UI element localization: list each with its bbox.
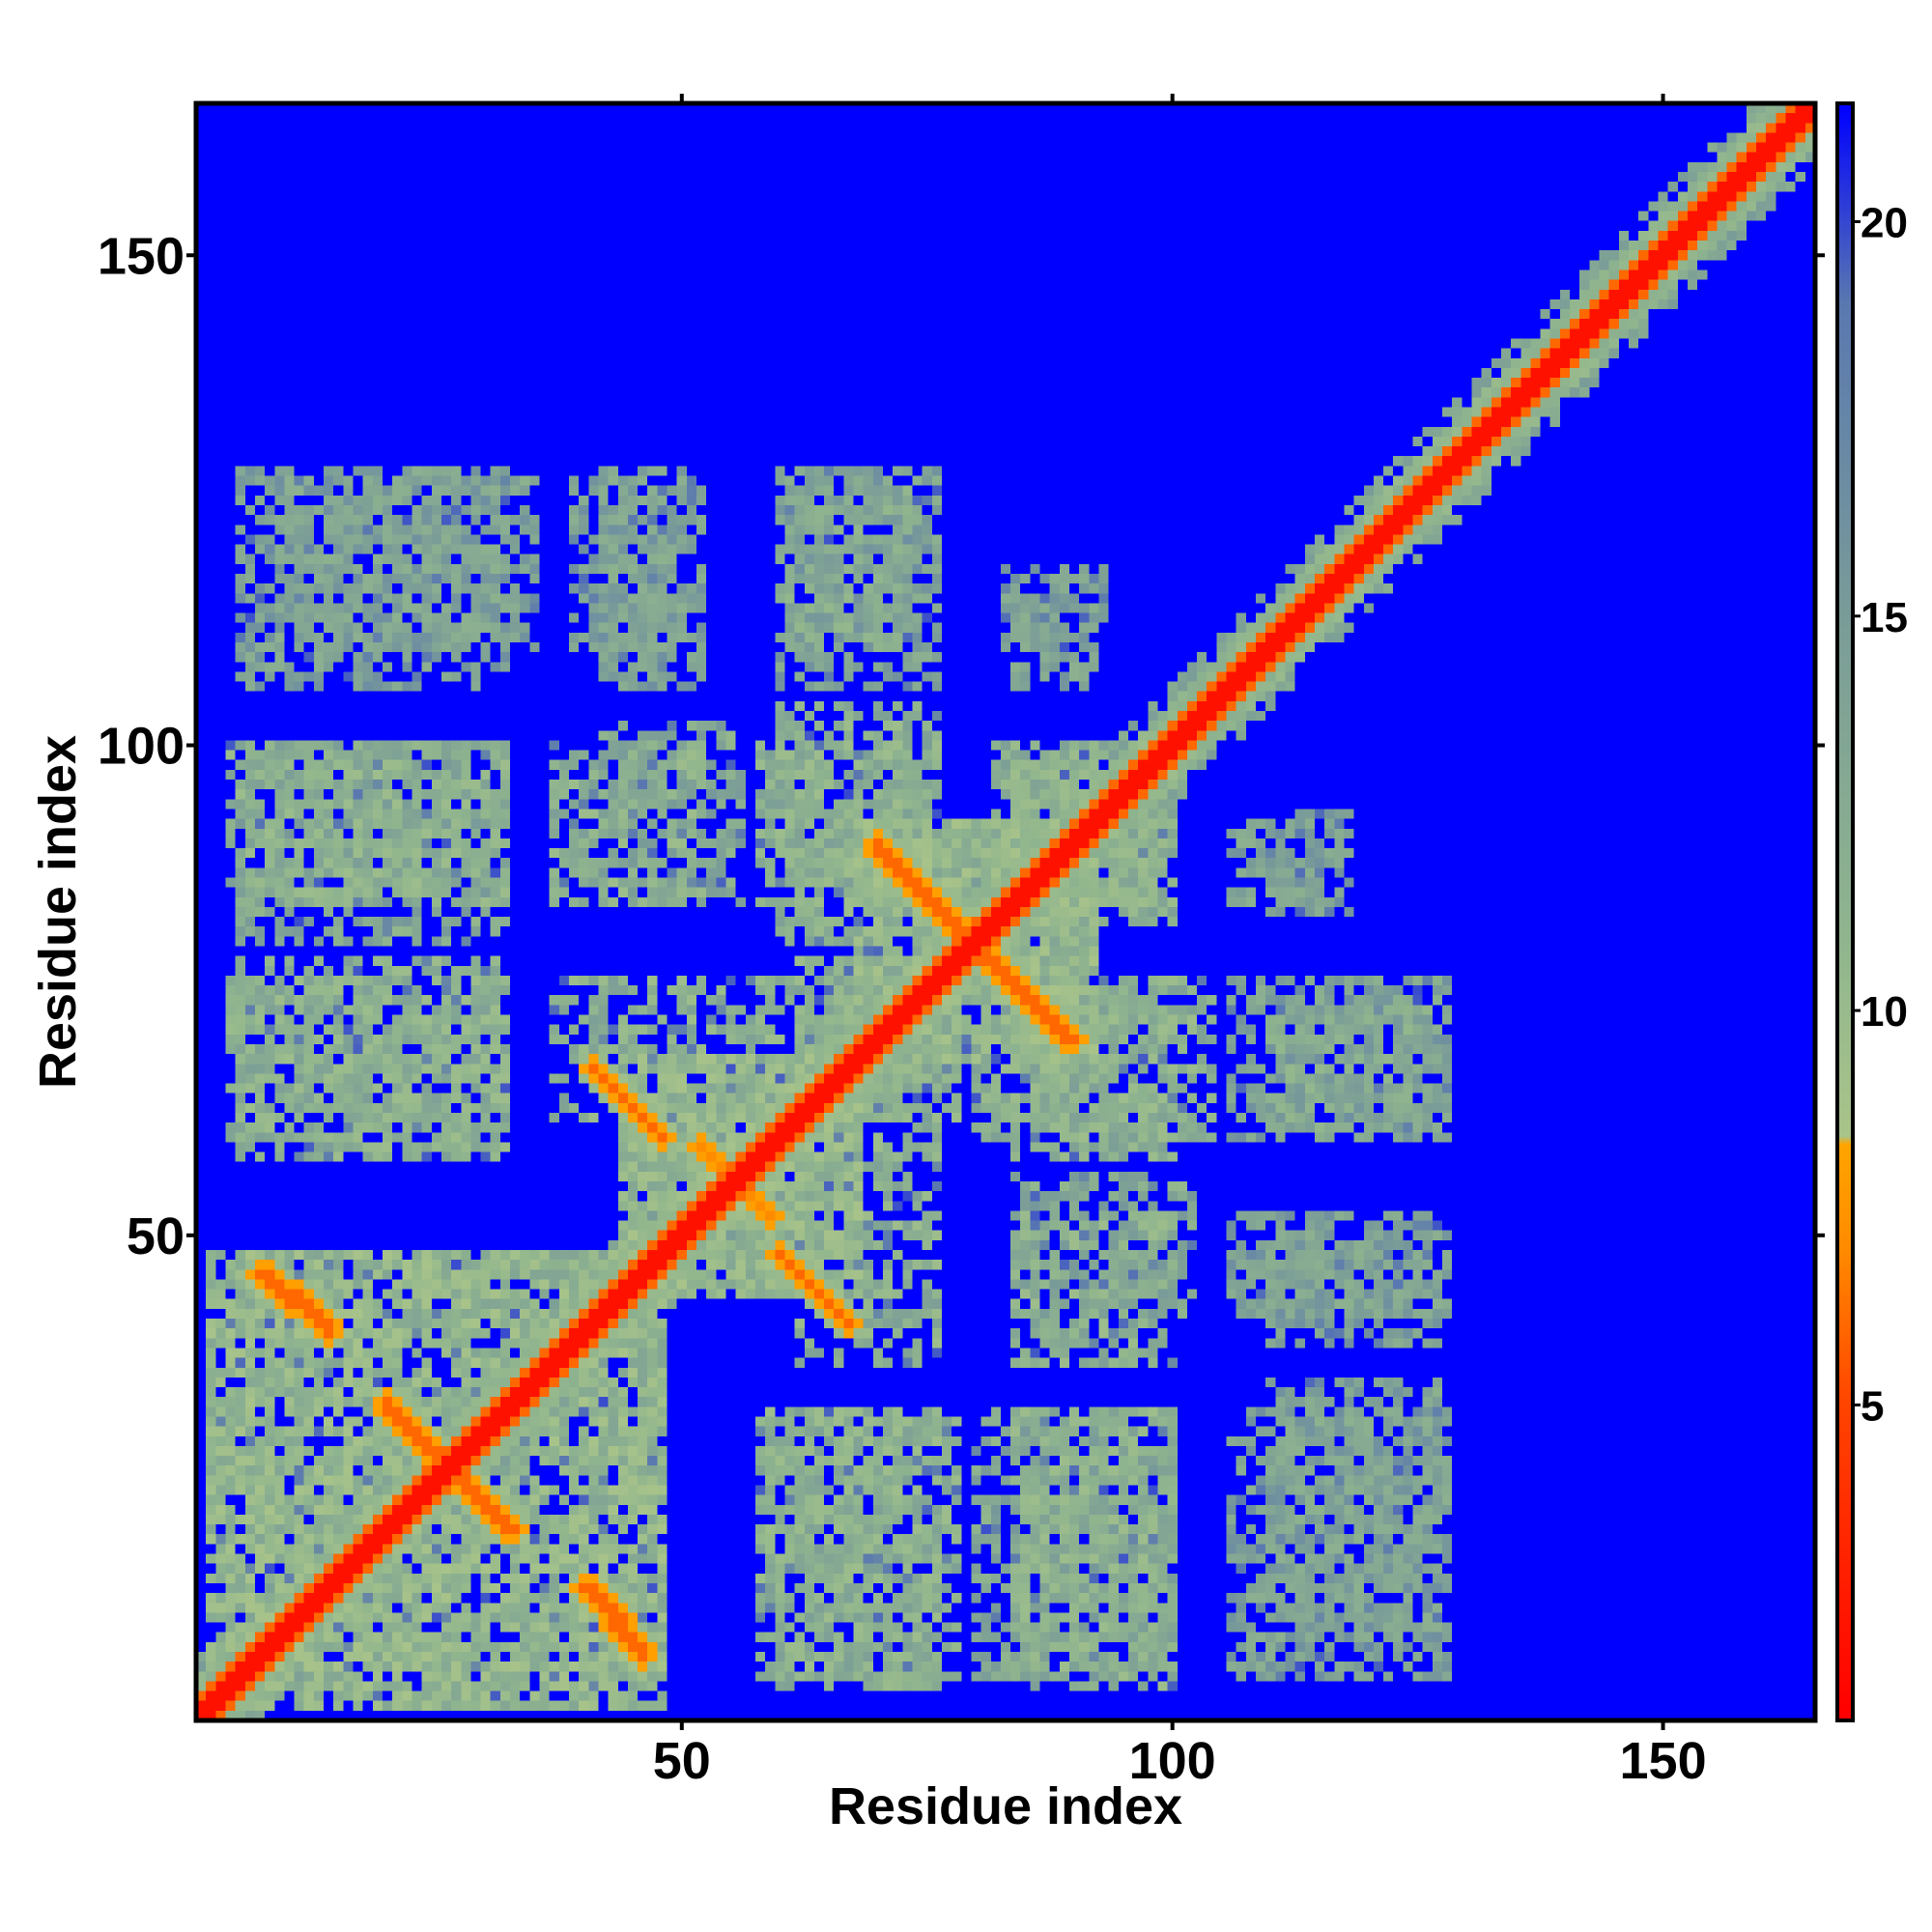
x-tick-label: 100	[1129, 1732, 1216, 1790]
plot-frame	[193, 100, 1818, 1723]
y-tick-label: 50	[127, 1208, 185, 1265]
colorbar-frame	[1835, 101, 1855, 1722]
colorbar-tick-label: 20	[1861, 199, 1908, 246]
x-axis-title: Residue index	[829, 1777, 1182, 1835]
y-axis-title: Residue index	[29, 735, 87, 1089]
colorbar-tick-label: 5	[1861, 1382, 1884, 1430]
x-tick-label: 50	[653, 1732, 711, 1790]
y-tick-label: 150	[98, 227, 185, 285]
x-tick-label: 150	[1620, 1732, 1707, 1790]
heatmap-plot-area	[196, 103, 1815, 1720]
colorbar-tick-label: 10	[1861, 988, 1908, 1036]
y-tick-label: 100	[98, 718, 185, 776]
colorbar-tick-label: 15	[1861, 594, 1908, 641]
colorbar-gradient	[1837, 103, 1853, 1720]
